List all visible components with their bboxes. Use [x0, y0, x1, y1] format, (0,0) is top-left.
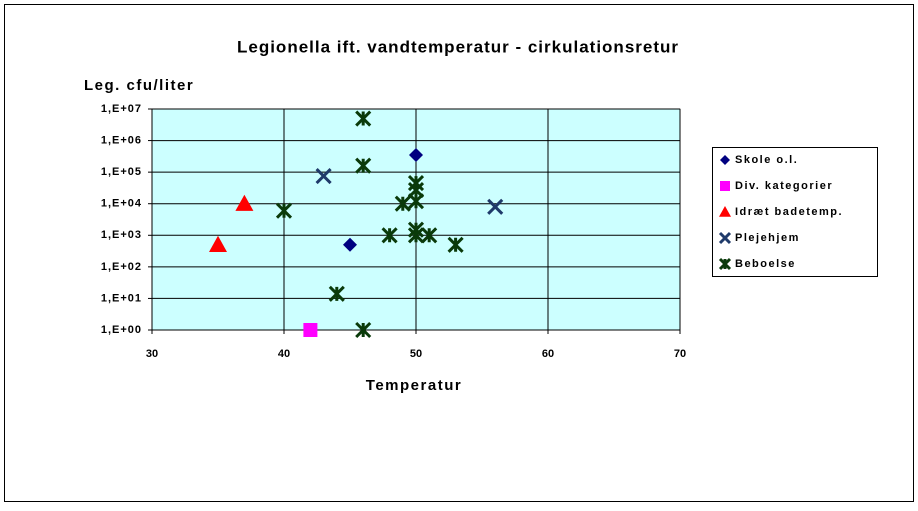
- y-tick-label: 1,E+06: [101, 134, 142, 146]
- marker: [315, 168, 332, 185]
- marker: [275, 202, 293, 219]
- y-tick-label: 1,E+01: [101, 292, 142, 304]
- x-axis-label: Temperatur: [366, 377, 462, 394]
- legend-label: Idræt badetemp.: [735, 206, 843, 218]
- marker: [407, 193, 425, 210]
- legend-marker: [719, 206, 731, 217]
- legend-label: Div. kategorier: [735, 180, 833, 192]
- legend-label: Plejehjem: [735, 232, 800, 244]
- x-tick-label: 50: [410, 348, 422, 360]
- y-tick-label: 1,E+00: [101, 324, 142, 336]
- legend-label: Skole o.l.: [735, 154, 798, 166]
- marker: [447, 236, 464, 253]
- y-tick-label: 1,E+03: [101, 229, 142, 241]
- y-tick-label: 1,E+04: [101, 198, 142, 210]
- x-tick-label: 30: [146, 348, 158, 360]
- marker: [409, 147, 423, 162]
- legend-marker: [720, 181, 730, 191]
- x-tick-label: 70: [674, 348, 686, 360]
- x-tick-label: 60: [542, 348, 554, 360]
- y-tick-label: 1,E+02: [101, 261, 142, 273]
- marker: [407, 227, 425, 244]
- y-tick-label: 1,E+05: [101, 166, 142, 178]
- marker: [343, 237, 357, 252]
- marker: [355, 110, 372, 127]
- chart-title: Legionella ift. vandtemperatur - cirkula…: [237, 37, 679, 56]
- marker: [355, 321, 372, 339]
- marker: [355, 157, 372, 174]
- marker: [303, 323, 318, 337]
- marker: [487, 198, 504, 215]
- x-tick-label: 40: [278, 348, 290, 360]
- y-tick-label: 1,E+07: [101, 103, 142, 115]
- y-axis-label: Leg. cfu/liter: [84, 77, 194, 94]
- marker: [381, 227, 398, 244]
- legend-box: [712, 147, 878, 277]
- marker: [394, 195, 411, 212]
- legend-marker: [718, 257, 732, 271]
- legend-marker: [720, 155, 730, 165]
- legend-label: Beboelse: [735, 258, 796, 270]
- marker: [421, 227, 438, 244]
- marker: [209, 235, 227, 252]
- marker: [328, 285, 345, 302]
- legend-marker: [718, 231, 732, 245]
- marker: [235, 194, 254, 211]
